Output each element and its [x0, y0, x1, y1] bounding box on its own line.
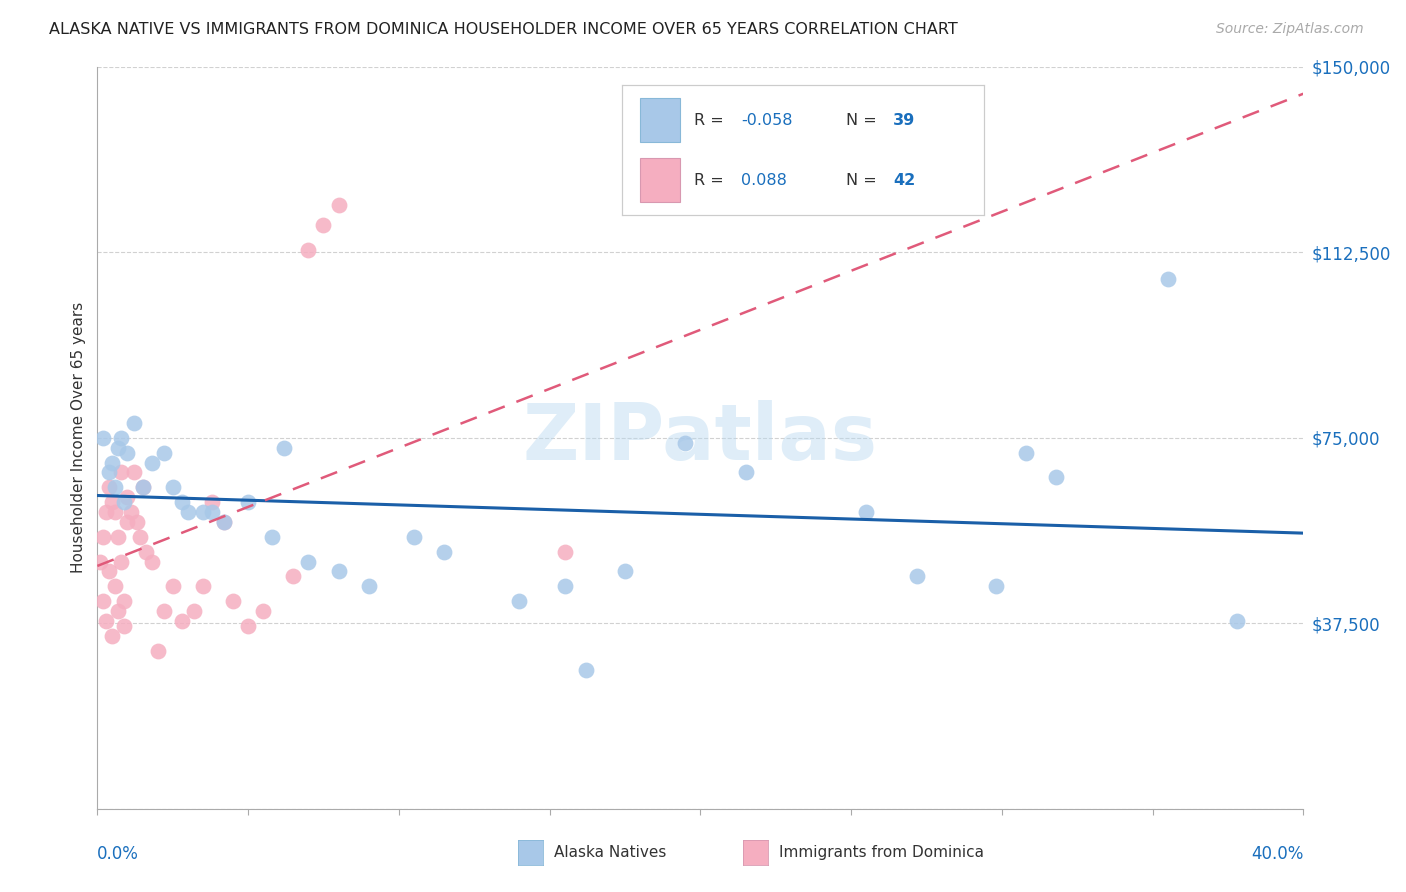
Point — [212, 515, 235, 529]
Point — [734, 466, 756, 480]
Text: ZIPatlas: ZIPatlas — [523, 400, 877, 475]
Point — [107, 530, 129, 544]
Point — [141, 555, 163, 569]
Point — [93, 530, 115, 544]
Point — [128, 530, 150, 544]
Point — [114, 594, 136, 608]
Point — [122, 416, 145, 430]
Point — [673, 435, 696, 450]
Point — [107, 604, 129, 618]
Point — [96, 614, 118, 628]
Point — [96, 505, 118, 519]
Point — [120, 505, 142, 519]
Point — [114, 619, 136, 633]
Point — [117, 515, 139, 529]
Point — [93, 431, 115, 445]
Point — [101, 495, 124, 509]
Point — [201, 495, 224, 509]
Point — [110, 466, 132, 480]
Point — [554, 579, 576, 593]
Point — [297, 555, 319, 569]
Point — [170, 495, 193, 509]
Point — [125, 515, 148, 529]
Point — [110, 555, 132, 569]
Point — [1045, 470, 1067, 484]
Point — [575, 664, 598, 678]
Point — [141, 456, 163, 470]
Point — [101, 456, 124, 470]
Point — [122, 466, 145, 480]
Point — [236, 619, 259, 633]
Point — [114, 495, 136, 509]
Point — [104, 505, 127, 519]
Point — [183, 604, 205, 618]
Point — [1156, 272, 1178, 286]
Point — [104, 480, 127, 494]
Point — [101, 629, 124, 643]
Text: ALASKA NATIVE VS IMMIGRANTS FROM DOMINICA HOUSEHOLDER INCOME OVER 65 YEARS CORRE: ALASKA NATIVE VS IMMIGRANTS FROM DOMINIC… — [49, 22, 957, 37]
Point — [312, 218, 335, 232]
Point — [135, 544, 157, 558]
Point — [152, 445, 174, 459]
Point — [508, 594, 530, 608]
Point — [201, 505, 224, 519]
Point — [162, 579, 184, 593]
Point — [98, 466, 121, 480]
Point — [162, 480, 184, 494]
Point — [107, 441, 129, 455]
Point — [328, 565, 350, 579]
Point — [191, 505, 214, 519]
Point — [1226, 614, 1249, 628]
Point — [212, 515, 235, 529]
Point — [89, 555, 111, 569]
Point — [433, 544, 456, 558]
Point — [98, 480, 121, 494]
Y-axis label: Householder Income Over 65 years: Householder Income Over 65 years — [72, 302, 86, 574]
Point — [283, 569, 305, 583]
Point — [104, 579, 127, 593]
Point — [984, 579, 1007, 593]
Point — [252, 604, 274, 618]
Point — [402, 530, 425, 544]
Point — [357, 579, 380, 593]
Point — [131, 480, 153, 494]
Point — [110, 431, 132, 445]
Point — [117, 490, 139, 504]
Point — [328, 198, 350, 212]
Point — [613, 565, 636, 579]
Point — [131, 480, 153, 494]
Point — [152, 604, 174, 618]
Text: Source: ZipAtlas.com: Source: ZipAtlas.com — [1216, 22, 1364, 37]
Point — [177, 505, 200, 519]
Point — [191, 579, 214, 593]
Point — [273, 441, 295, 455]
Point — [146, 643, 169, 657]
Text: 40.0%: 40.0% — [1251, 845, 1303, 863]
Point — [236, 495, 259, 509]
Point — [117, 445, 139, 459]
Point — [93, 594, 115, 608]
Text: Alaska Natives: Alaska Natives — [554, 845, 666, 860]
Point — [905, 569, 928, 583]
Point — [1015, 445, 1038, 459]
Point — [98, 565, 121, 579]
Point — [262, 530, 284, 544]
Point — [554, 544, 576, 558]
Text: 0.0%: 0.0% — [97, 845, 139, 863]
Text: Immigrants from Dominica: Immigrants from Dominica — [779, 845, 984, 860]
Point — [855, 505, 877, 519]
Point — [297, 243, 319, 257]
Point — [170, 614, 193, 628]
Point — [222, 594, 245, 608]
